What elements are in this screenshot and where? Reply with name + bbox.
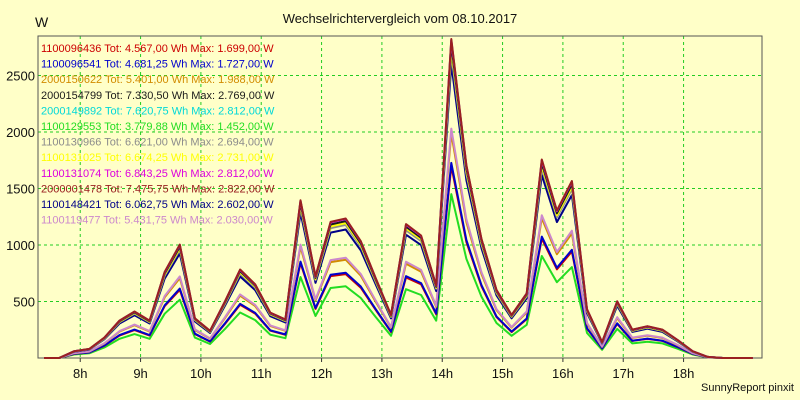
y-tick-label: 2500 (6, 69, 35, 84)
series-line-6 (44, 193, 753, 359)
y-tick-label: 2000 (6, 125, 35, 140)
footer-credit: SunnyReport pinxit (701, 382, 794, 394)
legend-entry-12: 1100119477 Tot: 5.431,75 Wh Max: 2.030,0… (41, 215, 273, 227)
y-tick-label: 500 (13, 295, 35, 310)
x-tick-label: 12h (311, 366, 333, 381)
x-tick-label: 13h (371, 366, 393, 381)
x-tick-label: 8h (73, 366, 87, 381)
plot-area-border (37, 35, 763, 359)
y-tick-label: 1500 (6, 182, 35, 197)
series-line-10 (44, 38, 753, 359)
chart-title: Wechselrichtervergleich vom 08.10.2017 (282, 11, 518, 26)
legend-entry-9: 1100131074 Tot: 6.843,25 Wh Max: 2.812,0… (41, 168, 274, 180)
legend-entry-3: 2000150622 Tot: 5.401,00 Wh Max: 1.988,0… (41, 74, 275, 86)
x-tick-label: 14h (431, 366, 453, 381)
x-tick-label: 11h (251, 366, 272, 381)
y-axis-unit: W (35, 14, 49, 30)
x-tick-label: 15h (492, 366, 514, 381)
x-tick-label: 17h (612, 366, 634, 381)
legend-entry-4: 2000154799 Tot: 7.330,50 Wh Max: 2.769,0… (41, 90, 275, 102)
x-tick-label: 10h (190, 366, 212, 381)
legend-entry-8: 1100131025 Tot: 6.674,25 Wh Max: 2.731,0… (41, 152, 274, 164)
legend-entry-7: 1100130966 Tot: 6.621,00 Wh Max: 2.694,0… (41, 137, 274, 149)
legend-entry-5: 2000149892 Tot: 7.620,75 Wh Max: 2.812,0… (41, 105, 275, 117)
x-tick-label: 18h (673, 366, 695, 381)
y-tick-label: 1000 (6, 238, 35, 253)
legend-entry-6: 1100129553 Tot: 3.779,88 Wh Max: 1.452,0… (41, 121, 274, 133)
legend-entry-1: 1100096436 Tot: 4.567,00 Wh Max: 1.699,0… (41, 43, 274, 55)
legend-entry-2: 1100096541 Tot: 4.681,25 Wh Max: 1.727,0… (41, 59, 274, 71)
x-tick-label: 16h (552, 366, 574, 381)
x-tick-label: 9h (133, 366, 147, 381)
legend-entry-10: 2000001478 Tot: 7.475,75 Wh Max: 2.822,0… (41, 183, 275, 195)
series-line-12 (44, 127, 753, 359)
series-line-2 (44, 161, 753, 359)
legend-entry-11: 1100148421 Tot: 6.062,75 Wh Max: 2.602,0… (41, 199, 274, 211)
